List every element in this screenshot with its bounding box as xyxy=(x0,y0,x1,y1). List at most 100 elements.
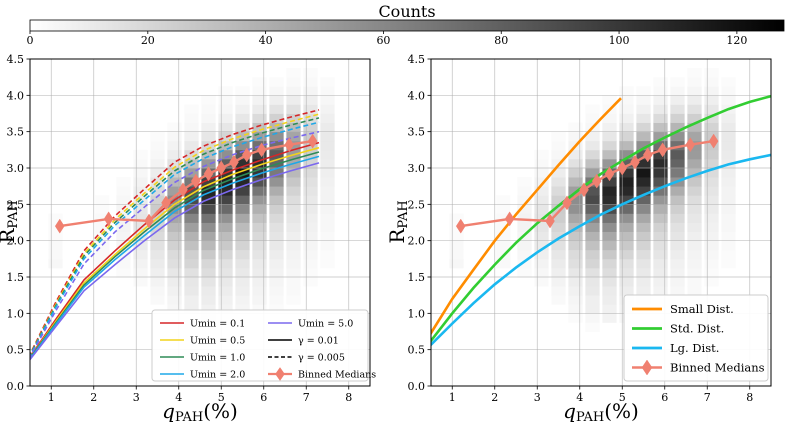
histogram-cell xyxy=(704,140,719,151)
legend-label: γ = 0.01 xyxy=(298,336,339,347)
histogram-cell xyxy=(95,213,110,223)
histogram-cell xyxy=(653,249,668,260)
histogram-cell xyxy=(619,222,634,232)
histogram-cell xyxy=(252,295,267,305)
median-marker xyxy=(617,160,628,176)
histogram-cell xyxy=(252,286,267,296)
histogram-cell xyxy=(116,240,131,251)
legend-label: Binned Medians xyxy=(670,361,765,375)
histogram-cell xyxy=(235,240,250,251)
histogram-cell xyxy=(585,277,600,287)
histogram-cell xyxy=(320,231,335,242)
histogram-cell xyxy=(252,149,267,160)
histogram-cell xyxy=(670,286,685,296)
histogram-cell xyxy=(167,240,182,251)
left-x-axis-label: qPAH(%) xyxy=(162,399,238,425)
histogram-cell xyxy=(218,258,233,269)
histogram-cell xyxy=(303,277,318,287)
histogram-cell xyxy=(95,231,110,242)
histogram-cell xyxy=(670,258,685,269)
histogram-cell xyxy=(235,222,250,232)
histogram-cell xyxy=(116,222,131,232)
histogram-cell xyxy=(585,140,600,151)
histogram-cell xyxy=(619,277,634,287)
histogram-cell xyxy=(235,95,250,105)
histogram-cell xyxy=(568,240,583,251)
histogram-cell xyxy=(704,131,719,142)
histogram-cell xyxy=(150,231,165,242)
histogram-cell xyxy=(303,258,318,269)
histogram-cell xyxy=(252,204,267,214)
median-marker xyxy=(144,213,154,229)
left-binned-medians xyxy=(54,133,318,234)
histogram-cell xyxy=(269,186,284,196)
histogram-cell xyxy=(269,295,284,305)
histogram-cell xyxy=(721,122,736,133)
histogram-cell xyxy=(653,231,668,242)
legend-label: γ = 0.005 xyxy=(298,353,345,364)
histogram-cell xyxy=(568,177,583,187)
histogram-cell xyxy=(721,258,736,269)
histogram-cell xyxy=(721,113,736,123)
histogram-cell xyxy=(704,113,719,123)
histogram-cell xyxy=(184,131,199,142)
histogram-cell xyxy=(48,231,63,242)
histogram-cell xyxy=(269,304,284,314)
model-line-gamma-001 xyxy=(30,146,320,360)
histogram-cell xyxy=(286,258,301,269)
median-marker xyxy=(203,166,214,182)
histogram-cell xyxy=(116,195,131,205)
histogram-cell xyxy=(184,267,199,278)
model-line-gamma-0005 xyxy=(30,109,320,357)
histogram-cell xyxy=(449,249,464,260)
histogram-cell xyxy=(653,213,668,223)
histogram-cell xyxy=(184,186,199,196)
median-marker xyxy=(685,137,696,153)
histogram-cell xyxy=(252,131,267,142)
histogram-cell xyxy=(636,249,651,260)
x-tick-label: 4 xyxy=(576,391,583,404)
histogram-cell xyxy=(721,195,736,205)
histogram-cell xyxy=(704,258,719,269)
histogram-cell xyxy=(568,286,583,296)
histogram-cell xyxy=(653,177,668,187)
histogram-cell xyxy=(150,186,165,196)
histogram-cell xyxy=(286,131,301,142)
histogram-cell xyxy=(252,222,267,232)
histogram-cell xyxy=(585,222,600,232)
histogram-cell xyxy=(303,240,318,251)
histogram-cell xyxy=(636,286,651,296)
histogram-cell xyxy=(704,86,719,96)
histogram-cell xyxy=(201,131,216,142)
histogram-cell xyxy=(218,113,233,123)
histogram-cell xyxy=(269,240,284,251)
legend-label: Small Dist. xyxy=(670,302,734,316)
histogram-cell xyxy=(286,286,301,296)
histogram-cell xyxy=(653,86,668,96)
histogram-cell xyxy=(619,240,634,251)
histogram-cell xyxy=(286,68,301,78)
histogram-cell xyxy=(218,204,233,214)
histogram-cell xyxy=(636,267,651,278)
histogram-cell xyxy=(534,168,549,178)
histogram-cell xyxy=(602,304,617,314)
histogram-cell xyxy=(602,213,617,223)
histogram-cell xyxy=(133,258,148,269)
histogram-cell xyxy=(150,267,165,278)
median-marker xyxy=(630,154,640,170)
histogram-cell xyxy=(670,249,685,260)
y-tick-label: 2.5 xyxy=(408,198,426,211)
histogram-cell xyxy=(201,231,216,242)
histogram-cell xyxy=(150,140,165,151)
histogram-cell xyxy=(95,222,110,232)
histogram-cell xyxy=(269,222,284,232)
histogram-cell xyxy=(687,213,702,223)
histogram-cell xyxy=(201,158,216,169)
histogram-cell xyxy=(670,231,685,242)
histogram-cell xyxy=(602,131,617,142)
histogram-cell xyxy=(670,204,685,214)
histogram-cell xyxy=(320,258,335,269)
histogram-cell xyxy=(286,168,301,178)
histogram-cell xyxy=(235,295,250,305)
histogram-cell xyxy=(653,77,668,87)
